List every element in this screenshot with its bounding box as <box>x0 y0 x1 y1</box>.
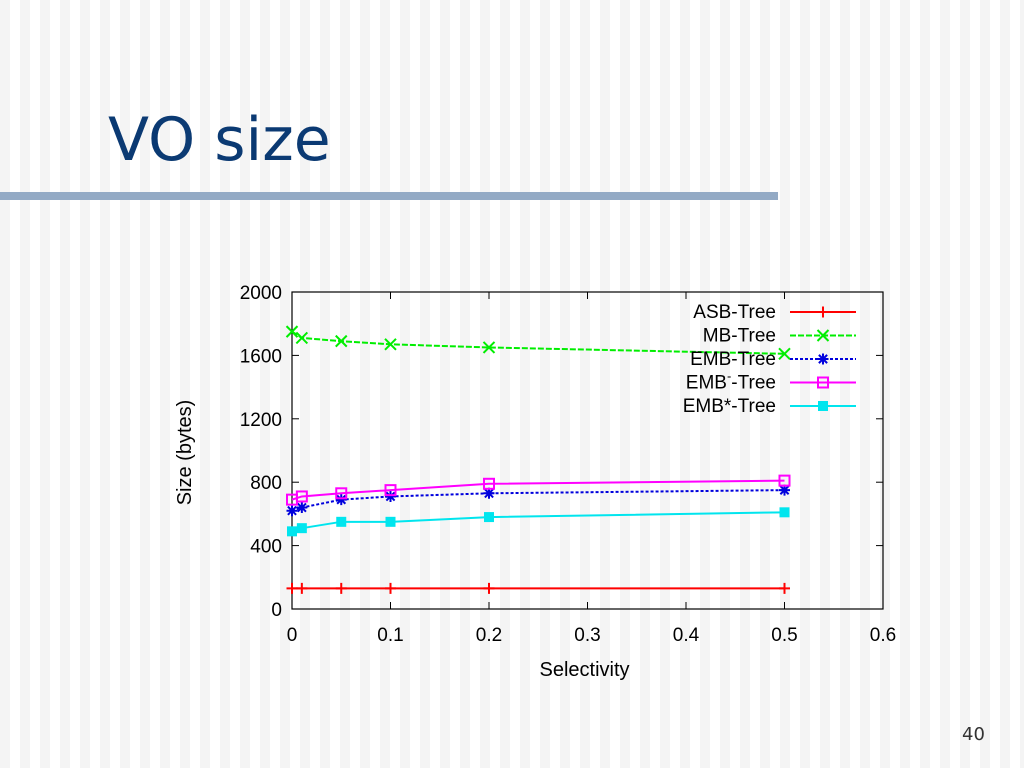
y-tick-label: 1200 <box>240 410 282 431</box>
y-tick-label: 0 <box>271 600 282 621</box>
y-tick-label: 400 <box>250 537 282 558</box>
legend-item: EMB*-Tree <box>683 396 856 417</box>
data-point <box>295 490 308 503</box>
series-line <box>291 479 785 501</box>
legend-label: MB-Tree <box>703 326 776 347</box>
legend-item: EMB--Tree <box>686 369 856 394</box>
data-point <box>335 334 348 348</box>
page-number: 40 <box>962 724 985 745</box>
data-point <box>335 494 347 506</box>
series-line <box>291 511 785 533</box>
legend-label: EMB-Tree <box>690 349 776 370</box>
data-point <box>779 582 790 594</box>
data-point <box>385 516 396 527</box>
data-point <box>817 353 829 365</box>
x-tick-label: 0.4 <box>673 625 700 646</box>
series-emb-tree-4 <box>287 507 790 537</box>
title-divider <box>0 192 778 200</box>
legend-label: ASB-Tree <box>693 302 776 323</box>
legend-label: EMB*-Tree <box>683 396 776 417</box>
series-mb-tree-1 <box>285 325 791 361</box>
data-point <box>286 582 298 594</box>
data-point <box>484 512 494 523</box>
slide-title: VO size <box>108 105 331 175</box>
data-point <box>818 401 828 411</box>
data-point <box>778 474 791 487</box>
data-point <box>296 523 307 534</box>
y-tick-label: 1600 <box>240 346 282 367</box>
legend-item: MB-Tree <box>703 326 856 347</box>
legend-label: EMB--Tree <box>686 369 776 394</box>
data-point <box>384 484 397 497</box>
y-tick-label: 800 <box>250 473 282 494</box>
y-tick-label: 2000 <box>240 283 282 304</box>
data-point <box>285 325 299 338</box>
data-point <box>384 338 397 351</box>
plot-frame <box>291 291 884 610</box>
data-point <box>295 331 309 345</box>
data-point <box>483 477 495 490</box>
legend-label-base: EMB <box>686 373 727 394</box>
x-tick-label: 0.1 <box>377 625 403 646</box>
data-point <box>385 490 396 502</box>
data-point <box>779 507 790 518</box>
data-point <box>336 516 347 527</box>
series-line <box>291 489 785 512</box>
legend-item: EMB-Tree <box>690 349 856 370</box>
series-asb-tree-0 <box>286 582 790 594</box>
data-point <box>483 487 495 499</box>
series-emb-tree-2 <box>286 484 790 517</box>
data-point <box>483 582 495 594</box>
legend-label-superscript: - <box>727 369 731 384</box>
data-point <box>296 502 308 514</box>
data-point <box>335 582 347 594</box>
data-point <box>287 526 297 537</box>
legend: ASB-TreeMB-TreeEMB-TreeEMB--TreeEMB*-Tre… <box>683 302 856 417</box>
legend-item: ASB-Tree <box>693 302 856 323</box>
x-tick-label: 0 <box>287 625 298 646</box>
series-emb-3 <box>286 474 791 506</box>
data-point <box>296 582 308 594</box>
data-point <box>817 376 829 389</box>
legend-label-suffix: -Tree <box>731 373 776 394</box>
data-point <box>286 505 298 517</box>
data-point <box>335 487 348 500</box>
x-tick-label: 0.3 <box>574 625 600 646</box>
data-point <box>817 306 829 318</box>
x-tick-label: 0.6 <box>870 625 896 646</box>
data-point <box>482 341 496 354</box>
data-point <box>385 582 396 594</box>
data-point <box>779 484 790 496</box>
data-point <box>816 329 830 342</box>
x-tick-label: 0.5 <box>771 625 797 646</box>
x-tick-label: 0.2 <box>476 625 502 646</box>
x-axis-label: Selectivity <box>539 659 629 681</box>
data-point <box>778 347 791 361</box>
y-axis-label: Size (bytes) <box>174 400 196 506</box>
